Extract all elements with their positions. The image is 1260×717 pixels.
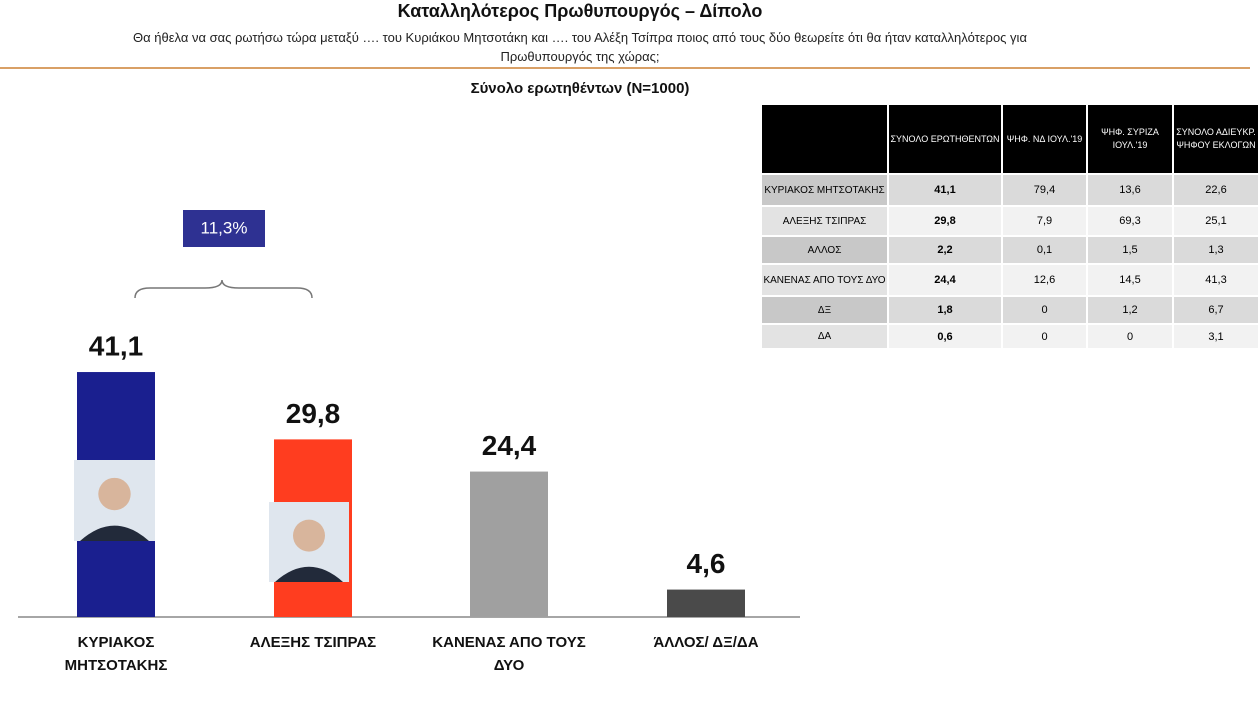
- bar: [470, 471, 548, 617]
- table-cell: 1,5: [1086, 235, 1174, 265]
- table-cell: 0: [1001, 295, 1088, 325]
- column-header: ΣΥΝΟΛΟ ΑΔΙΕΥΚΡ. ΨΗΦΟΥ ΕΚΛΟΓΩΝ: [1172, 103, 1260, 175]
- table-cell: 13,6: [1086, 173, 1174, 207]
- column-header: ΨΗΦ. ΝΔ ΙΟΥΛ.'19: [1001, 103, 1088, 175]
- table-cell: 0,1: [1001, 235, 1088, 265]
- portrait-head: [98, 477, 131, 511]
- annotation: 11,3%: [201, 218, 248, 237]
- table-cell: 12,6: [1001, 263, 1088, 297]
- table-cell: 1,3: [1172, 235, 1260, 265]
- table-cell: 14,5: [1086, 263, 1174, 297]
- category-label: ΚΥΡΙΑΚΟΣ ΜΗΤΣΟΤΑΚΗΣ: [64, 634, 168, 674]
- row-label: ΚΥΡΙΑΚΟΣ ΜΗΤΣΟΤΑΚΗΣ: [760, 173, 889, 207]
- portrait-body: [80, 525, 149, 541]
- table-cell: 24,4: [887, 263, 1003, 297]
- portrait: [269, 502, 349, 582]
- row-label: ΑΛΛΟΣ: [760, 235, 889, 265]
- row-label: ΔΑ: [760, 323, 889, 350]
- row-label: ΔΞ: [760, 295, 889, 325]
- value-label: 29,8: [286, 398, 341, 429]
- table-cell: 29,8: [887, 205, 1003, 237]
- table-cell: 0: [1001, 323, 1088, 350]
- category-label: ΆΛΛΟΣ/ ΔΞ/ΔΑ: [653, 634, 759, 651]
- table-cell: 7,9: [1001, 205, 1088, 237]
- divider: [0, 67, 1250, 69]
- portrait: [74, 460, 155, 541]
- table-cell: 1,8: [887, 295, 1003, 325]
- table-cell: 79,4: [1001, 173, 1088, 207]
- table-cell: 6,7: [1172, 295, 1260, 325]
- portrait-head: [293, 519, 325, 552]
- column-header: ΨΗΦ. ΣΥΡΙΖΑ ΙΟΥΛ.'19: [1086, 103, 1174, 175]
- chart-subtitle: Σύνολο ερωτηθέντων (N=1000): [471, 80, 690, 97]
- table-cell: 0: [1086, 323, 1174, 350]
- question: Θα ήθελα να σας ρωτήσω τώρα μεταξύ …. το…: [133, 30, 1027, 64]
- brace: [134, 279, 313, 299]
- value-label: 41,1: [89, 330, 144, 361]
- category-label: ΑΛΕΞΗΣ ΤΣΙΠΡΑΣ: [249, 634, 377, 651]
- table-cell: 22,6: [1172, 173, 1260, 207]
- bar: [667, 589, 745, 617]
- table-cell: 41,1: [887, 173, 1003, 207]
- row-label: ΑΛΕΞΗΣ ΤΣΙΠΡΑΣ: [760, 205, 889, 237]
- table-cell: 41,3: [1172, 263, 1260, 297]
- value-label: 24,4: [482, 430, 537, 461]
- value-label: 4,6: [687, 548, 726, 579]
- table-cell: 25,1: [1172, 205, 1260, 237]
- page-title: Καταλληλότερος Πρωθυπουργός – Δίπολο: [397, 1, 763, 21]
- portrait-body: [275, 566, 343, 582]
- table-cell: 69,3: [1086, 205, 1174, 237]
- table-cell: 1,2: [1086, 295, 1174, 325]
- table-cell: 3,1: [1172, 323, 1260, 350]
- data-table: ΣΥΝΟΛΟ ΕΡΩΤΗΘΕΝΤΩΝ ΨΗΦ. ΝΔ ΙΟΥΛ.'19 ΨΗΦ. Σ…: [760, 103, 1260, 350]
- table-cell: 0,6: [887, 323, 1003, 350]
- row-label: ΚΑΝΕΝΑΣ ΑΠΟ ΤΟΥΣ ΔΥΟ: [760, 263, 889, 297]
- table-corner: [760, 103, 889, 175]
- category-label: ΚΑΝΕΝΑΣ ΑΠΟ ΤΟΥΣ ΔΥΟ: [432, 634, 586, 674]
- column-header: ΣΥΝΟΛΟ ΕΡΩΤΗΘΕΝΤΩΝ: [887, 103, 1003, 175]
- table-cell: 2,2: [887, 235, 1003, 265]
- annotation-box: [183, 210, 265, 247]
